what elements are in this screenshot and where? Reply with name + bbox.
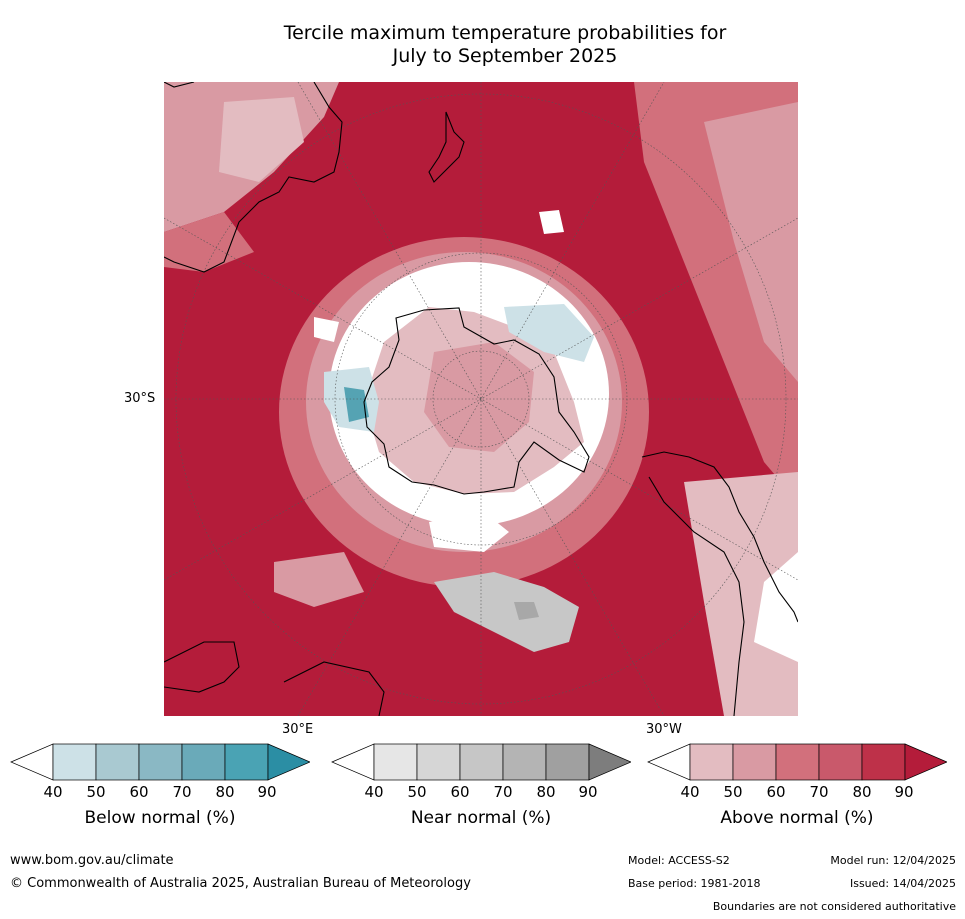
chart-title: Tercile maximum temperature probabilitie… — [160, 22, 850, 68]
title-line-1: Tercile maximum temperature probabilitie… — [283, 22, 727, 44]
boundaries-disclaimer: Boundaries are not considered authoritat… — [712, 900, 956, 913]
copyright-text: © Commonwealth of Australia 2025, Austra… — [10, 876, 471, 891]
colorbar-cell — [416, 743, 461, 781]
colorbar-extend-high — [588, 743, 631, 781]
near-normal-patch-dark — [514, 602, 539, 620]
white-patch-west — [314, 317, 339, 342]
colorbar-extend-low — [331, 743, 375, 781]
colorbar-cell — [545, 743, 590, 781]
colorbar-below-normal-title: Below normal (%) — [84, 808, 236, 828]
model-name: Model: ACCESS-S2 — [628, 854, 730, 867]
colorbar-cell — [459, 743, 504, 781]
colorbar-extend-high — [267, 743, 310, 781]
tick-label: 70 — [493, 783, 513, 801]
colorbar-above-normal-title: Above normal (%) — [720, 808, 874, 828]
below-normal-patch-west-strong — [344, 387, 369, 422]
tick-label: 40 — [43, 783, 63, 801]
colorbar-above-normal — [647, 743, 947, 781]
tick-label: 70 — [172, 783, 192, 801]
colorbar-cell — [502, 743, 547, 781]
colorbar-cell — [52, 743, 97, 781]
colorbar-near-normal — [331, 743, 631, 781]
near-normal-patch-light — [429, 512, 509, 552]
colorbar-extend-low — [647, 743, 691, 781]
colorbar-cell — [181, 743, 226, 781]
graticule — [164, 82, 798, 716]
colorbar-cell — [861, 743, 906, 781]
pink-patch-southwest — [274, 552, 364, 607]
tick-label: 50 — [407, 783, 427, 801]
probability-map — [164, 82, 798, 716]
issued-date: Issued: 14/04/2025 — [849, 877, 956, 890]
tick-label: 60 — [129, 783, 149, 801]
longitude-label-30e: 30°E — [282, 722, 314, 737]
tick-label: 80 — [215, 783, 235, 801]
tick-label: 80 — [852, 783, 872, 801]
tick-label: 90 — [894, 783, 914, 801]
antarctica-interior-dark — [424, 342, 534, 452]
colorbar-cell — [138, 743, 183, 781]
tick-label: 90 — [257, 783, 277, 801]
colorbar-extend-high — [904, 743, 947, 781]
colorbar-cell — [224, 743, 269, 781]
tick-label: 40 — [680, 783, 700, 801]
colorbar-extend-low — [10, 743, 54, 781]
white-patch-north — [539, 210, 564, 234]
colorbar-cell — [775, 743, 820, 781]
region-australia-lighter — [219, 97, 304, 182]
region-east-lighter — [704, 102, 798, 382]
colorbar-below-normal — [10, 743, 310, 781]
tick-label: 90 — [578, 783, 598, 801]
tick-label: 50 — [723, 783, 743, 801]
colorbar-near-normal-title: Near normal (%) — [410, 808, 552, 828]
tick-label: 60 — [450, 783, 470, 801]
colorbar-cell — [373, 743, 418, 781]
model-run-date: Model run: 12/04/2025 — [830, 854, 956, 867]
tick-label: 60 — [766, 783, 786, 801]
latitude-label-30s: 30°S — [124, 391, 156, 406]
colorbar-cell — [732, 743, 777, 781]
coastlines — [164, 82, 798, 716]
tick-label: 70 — [809, 783, 829, 801]
region-nw-band — [164, 212, 254, 272]
colorbar-cell — [818, 743, 863, 781]
colorbar-cell — [689, 743, 734, 781]
base-period: Base period: 1981-2018 — [628, 877, 761, 890]
colorbar-cell — [95, 743, 140, 781]
website-link[interactable]: www.bom.gov.au/climate — [10, 853, 174, 868]
tick-label: 40 — [364, 783, 384, 801]
region-south-america-white — [754, 552, 798, 662]
title-line-2: July to September 2025 — [392, 45, 618, 67]
tick-label: 80 — [536, 783, 556, 801]
near-normal-patch — [434, 572, 579, 652]
longitude-label-30w: 30°W — [646, 722, 682, 737]
tick-label: 50 — [86, 783, 106, 801]
